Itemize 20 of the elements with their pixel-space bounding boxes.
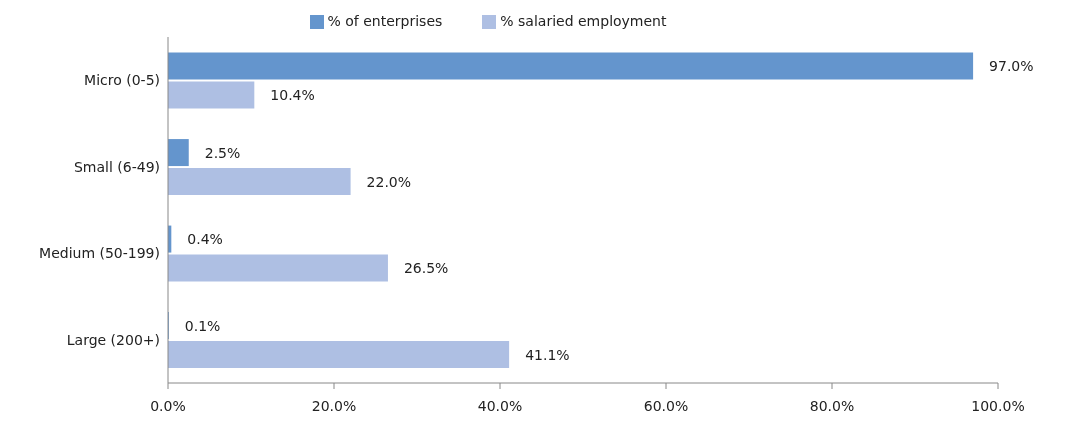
data-label: 0.1% [184, 317, 221, 334]
x-tick-label: 80.0% [809, 397, 855, 414]
x-tick-label: 20.0% [311, 397, 357, 414]
y-tick-label: Medium (50-199) [39, 245, 160, 262]
data-label: 41.1% [525, 346, 570, 363]
data-label: 2.5% [204, 144, 241, 161]
x-tick-label: 60.0% [643, 397, 689, 414]
data-label: 22.0% [366, 173, 412, 190]
data-label: 97.0% [989, 58, 1034, 75]
x-tick-label: 40.0% [477, 397, 523, 414]
data-label: 0.4% [187, 231, 223, 248]
x-tick-label: 100.0% [971, 397, 1025, 414]
legend-label: % of enterprises [327, 13, 443, 29]
y-tick-label: Large (200+) [66, 331, 160, 348]
data-label: 26.5% [403, 260, 449, 277]
legend-label: % salaried employment [500, 13, 667, 29]
data-label: 10.4% [270, 87, 315, 104]
y-tick-label: Micro (0-5) [84, 72, 160, 89]
x-tick-label: 0.0% [150, 397, 186, 414]
y-tick-label: Small (6-49) [73, 158, 160, 175]
